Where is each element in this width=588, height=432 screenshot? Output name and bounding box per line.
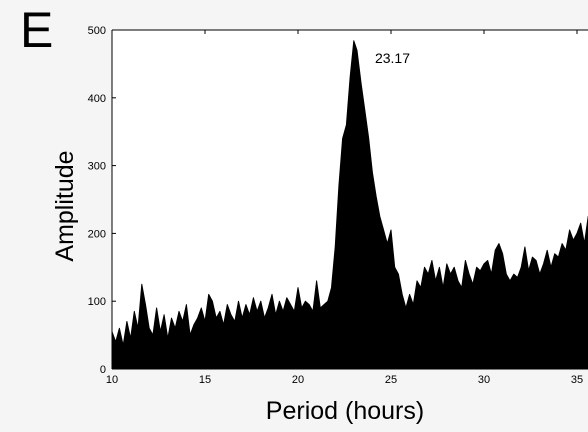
- y-tick-label: 400: [88, 93, 106, 105]
- x-tick-label: 25: [385, 374, 397, 386]
- tick-labels: 0 100 200 300 400 500 10 15 20 25 30 35: [88, 25, 583, 386]
- y-tick-label: 300: [88, 161, 106, 173]
- y-axis-label: Amplitude: [51, 150, 79, 261]
- y-tick-label: 100: [88, 296, 106, 308]
- amplitude-area-series-0: [112, 40, 588, 369]
- x-tick-label: 30: [478, 374, 490, 386]
- panel-label: E: [20, 2, 53, 58]
- x-tick-label: 35: [571, 374, 583, 386]
- x-tick-label: 15: [199, 374, 211, 386]
- y-tick-label: 500: [88, 25, 106, 37]
- x-tick-label: 20: [292, 374, 304, 386]
- axis-ticks: [111, 29, 588, 370]
- peak-annotation: 23.17: [375, 50, 410, 66]
- x-tick-label: 10: [106, 374, 118, 386]
- y-tick-label: 0: [100, 364, 106, 376]
- x-axis-label: Period (hours): [266, 397, 424, 425]
- plot-area: [112, 30, 588, 369]
- annotations: 23.17: [375, 50, 410, 66]
- y-tick-label: 200: [88, 228, 106, 240]
